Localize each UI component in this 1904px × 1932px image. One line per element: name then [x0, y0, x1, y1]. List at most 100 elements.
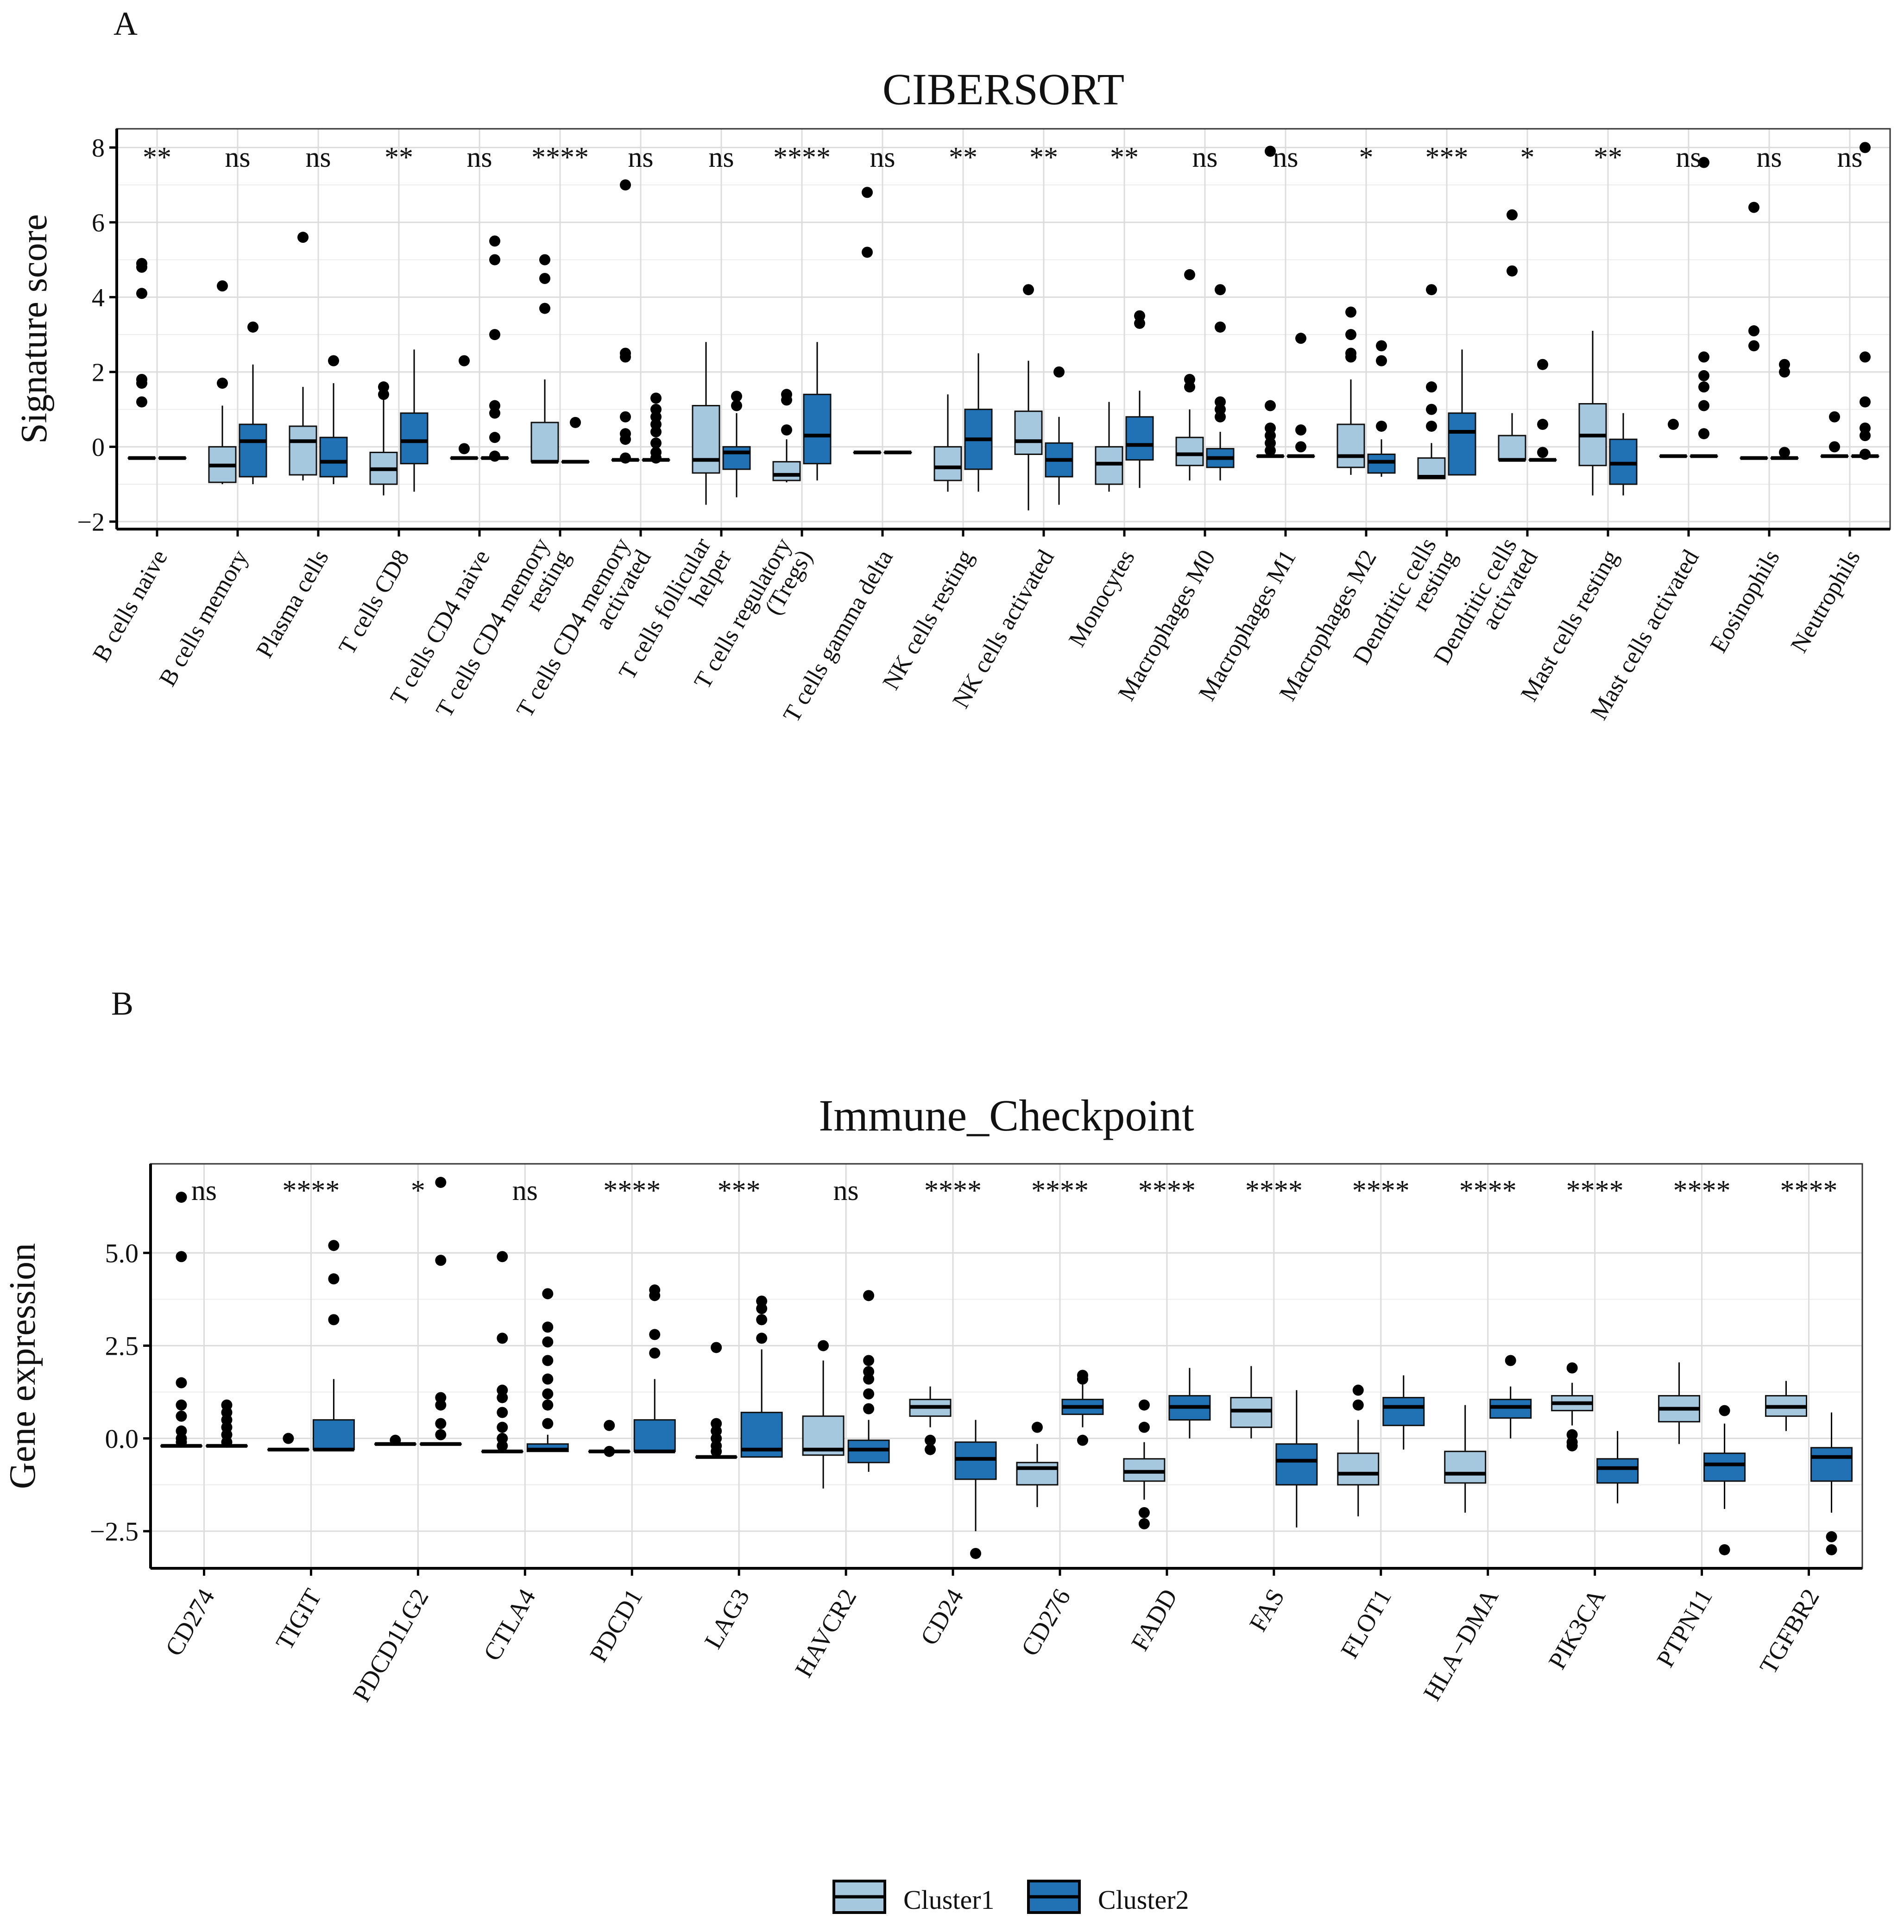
box-cluster2: [1045, 366, 1073, 505]
outlier-point: [542, 1336, 554, 1348]
outlier-point: [1698, 381, 1709, 393]
outlier-point: [435, 1429, 447, 1440]
outlier-point: [1023, 284, 1034, 296]
outlier-point: [497, 1251, 508, 1263]
box-body: [1367, 454, 1396, 474]
outlier-point: [649, 1329, 661, 1340]
box-body: [692, 405, 720, 474]
y-axis-title: Gene expression: [2, 1243, 43, 1489]
outlier-point: [435, 1418, 447, 1429]
outlier-point: [328, 1314, 340, 1326]
outlier-point: [1779, 447, 1790, 458]
outlier-point: [176, 1251, 187, 1263]
significance-label: ns: [628, 142, 653, 173]
outlier-point: [1077, 1373, 1088, 1385]
outlier-point: [1376, 340, 1387, 352]
outlier-point: [620, 411, 631, 423]
box-cluster1: [1014, 284, 1043, 511]
box-body: [1275, 1443, 1318, 1486]
outlier-point: [1698, 428, 1709, 440]
outlier-point: [649, 1347, 661, 1359]
significance-label: **: [143, 142, 171, 173]
box-cluster2: [633, 1284, 676, 1453]
box-cluster1: [530, 254, 559, 464]
outlier-point: [1376, 355, 1387, 366]
outlier-point: [1748, 202, 1759, 213]
box-cluster1: [695, 1342, 738, 1459]
box-body: [847, 1440, 890, 1464]
outlier-point: [176, 1410, 187, 1422]
outlier-point: [1779, 366, 1790, 378]
outlier-point: [136, 288, 147, 299]
box-cluster2: [1168, 1368, 1211, 1439]
outlier-point: [1566, 1440, 1578, 1452]
outlier-point: [1376, 420, 1387, 432]
box-cluster1: [1740, 202, 1768, 460]
significance-label: ****: [531, 142, 589, 173]
outlier-point: [136, 261, 147, 273]
box-cluster1: [481, 1251, 523, 1453]
significance-label: *: [1359, 142, 1374, 173]
box-cluster2: [561, 417, 590, 464]
box-cluster2: [1489, 1355, 1532, 1439]
outlier-point: [781, 424, 792, 436]
significance-label: **: [385, 142, 413, 173]
outlier-point: [1698, 157, 1709, 168]
box-body: [1230, 1397, 1273, 1428]
box-cluster1: [1820, 411, 1849, 458]
box-cluster2: [1609, 413, 1638, 496]
box-cluster2: [158, 456, 187, 460]
box-cluster2: [239, 321, 267, 485]
box-cluster1: [450, 355, 479, 460]
outlier-point: [539, 303, 550, 314]
box-cluster1: [369, 381, 398, 496]
plot-area: [151, 1164, 1862, 1568]
box-cluster1: [692, 342, 720, 505]
outlier-point: [459, 355, 470, 366]
box-cluster1: [802, 1340, 845, 1489]
outlier-point: [650, 392, 662, 404]
box-cluster1: [160, 1192, 202, 1448]
y-tick-label: 2.5: [105, 1331, 139, 1361]
outlier-point: [542, 1355, 554, 1366]
outlier-point: [489, 329, 500, 341]
significance-label: ns: [305, 142, 331, 173]
outlier-point: [1031, 1421, 1043, 1433]
box-cluster1: [1765, 1381, 1808, 1431]
outlier-point: [1184, 381, 1195, 393]
outlier-point: [1507, 209, 1518, 221]
box-cluster1: [1578, 331, 1607, 496]
significance-label: ns: [467, 142, 492, 173]
significance-label: ns: [1273, 142, 1298, 173]
outlier-point: [328, 1273, 340, 1285]
outlier-point: [620, 434, 631, 445]
outlier-point: [570, 417, 581, 428]
y-tick-label: 0.0: [105, 1424, 139, 1454]
outlier-point: [1426, 284, 1437, 296]
significance-label: ns: [225, 142, 250, 173]
outlier-point: [1829, 441, 1840, 453]
box-body: [633, 1419, 676, 1452]
box-body: [803, 393, 832, 465]
outlier-point: [542, 1388, 554, 1400]
outlier-point: [542, 1373, 554, 1385]
box-body: [239, 423, 267, 478]
box-cluster2: [642, 392, 670, 464]
significance-label: ns: [1676, 142, 1701, 173]
outlier-point: [604, 1420, 615, 1431]
significance-label: ns: [833, 1175, 859, 1206]
outlier-point: [1138, 1421, 1150, 1433]
outlier-point: [542, 1399, 554, 1411]
y-tick-label: −2: [77, 508, 105, 537]
outlier-point: [435, 1255, 447, 1266]
outlier-point: [1138, 1399, 1150, 1411]
outlier-point: [1860, 430, 1871, 442]
outlier-point: [862, 246, 873, 258]
outlier-point: [1537, 447, 1548, 458]
box-cluster2: [740, 1295, 783, 1458]
outlier-point: [283, 1433, 294, 1444]
box-cluster2: [1810, 1412, 1853, 1555]
y-tick-label: 8: [92, 134, 105, 163]
significance-label: ns: [191, 1175, 217, 1206]
